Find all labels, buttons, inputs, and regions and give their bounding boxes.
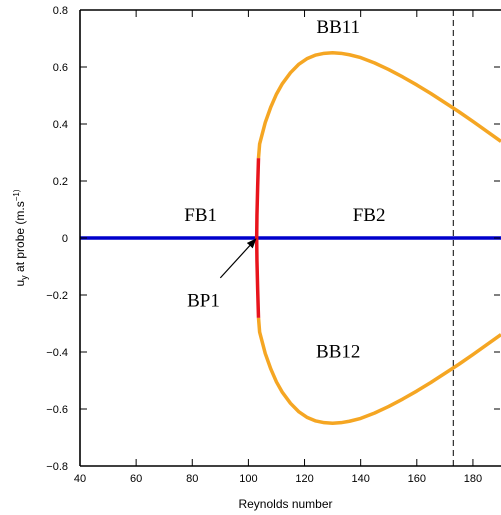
y-axis-label: uy at probe (m.s−1) [12, 189, 29, 286]
x-tick-label: 120 [295, 473, 313, 485]
annotation-bb11: BB11 [316, 17, 360, 38]
y-tick-label: −0.2 [46, 290, 68, 302]
y-tick-label: 0.8 [53, 5, 68, 17]
y-tick-label: −0.4 [46, 347, 68, 359]
annotation-fb1: FB1 [184, 205, 217, 226]
y-tick-label: 0.2 [53, 176, 68, 188]
y-tick-label: 0.4 [53, 119, 68, 131]
x-tick-label: 40 [74, 473, 86, 485]
y-tick-label: 0 [62, 233, 68, 245]
x-tick-label: 60 [130, 473, 142, 485]
text-layer: 40 60 80 100 120 140 160 180 0.8 0.6 0.4 0.2 0 −0.2 −0… [12, 5, 482, 511]
x-tick-label: 160 [408, 473, 426, 485]
series-line-bb11 [256, 51, 501, 159]
series-line-unstable [254, 158, 261, 318]
x-tick-label: 80 [186, 473, 198, 485]
axes-layer [79, 9, 501, 467]
x-tick-label: 140 [351, 473, 369, 485]
y-tick-label: −0.8 [46, 461, 68, 473]
y-tick-label: −0.6 [46, 404, 68, 416]
x-tick-label: 100 [239, 473, 257, 485]
annotation-bb12: BB12 [316, 342, 360, 363]
bp1-arrow [219, 238, 257, 279]
x-tick-label: 180 [464, 473, 482, 485]
annotation-fb2: FB2 [353, 205, 386, 226]
y-tick-label: 0.6 [53, 62, 68, 74]
data-layer [80, 10, 501, 466]
series-line-bb12 [256, 317, 501, 425]
annotation-bp1: BP1 [187, 290, 220, 311]
x-axis-label: Reynolds number [238, 497, 332, 511]
